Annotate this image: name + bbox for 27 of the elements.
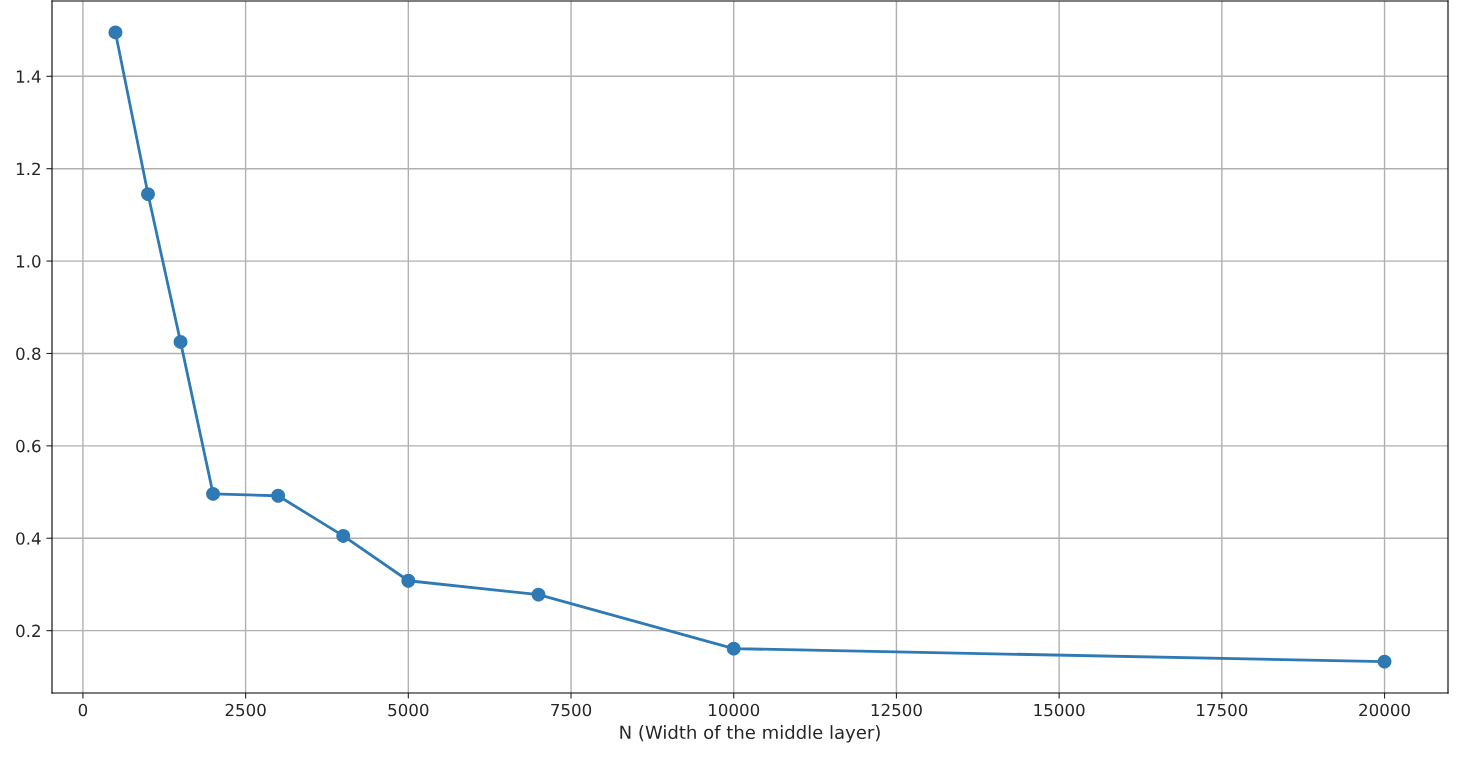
- point: [531, 587, 546, 602]
- x-tick-label: 15000: [1034, 703, 1085, 717]
- x-tick-label: 10000: [709, 703, 760, 717]
- point: [141, 187, 155, 202]
- x-tick-label: 2500: [225, 703, 266, 717]
- point: [108, 25, 123, 40]
- point: [173, 334, 188, 349]
- point: [726, 641, 741, 656]
- point: [401, 573, 416, 588]
- point: [1377, 654, 1392, 669]
- x-tick-label: 5000: [388, 703, 429, 717]
- point: [336, 528, 351, 543]
- y-tick-label: 0.6: [16, 439, 41, 453]
- x-axis-title: N (Width of the middle layer): [620, 725, 880, 743]
- point: [271, 488, 286, 503]
- x-tick-label: 0: [78, 703, 88, 717]
- y-tick-label: 0.4: [16, 532, 41, 545]
- point: [206, 486, 221, 501]
- x-tick-label: 7500: [551, 703, 592, 717]
- y-tick-label: 0.8: [16, 347, 41, 361]
- y-tick-label: 1.4: [16, 70, 41, 83]
- x-tick-label: 12500: [871, 703, 922, 717]
- x-tick-label: 20000: [1359, 703, 1410, 717]
- y-tick-label: 0.2: [16, 624, 40, 638]
- x-tick-label: 17500: [1197, 703, 1248, 717]
- y-tick-label: 1.0: [16, 255, 41, 268]
- y-tick-label: 1.2: [16, 162, 40, 176]
